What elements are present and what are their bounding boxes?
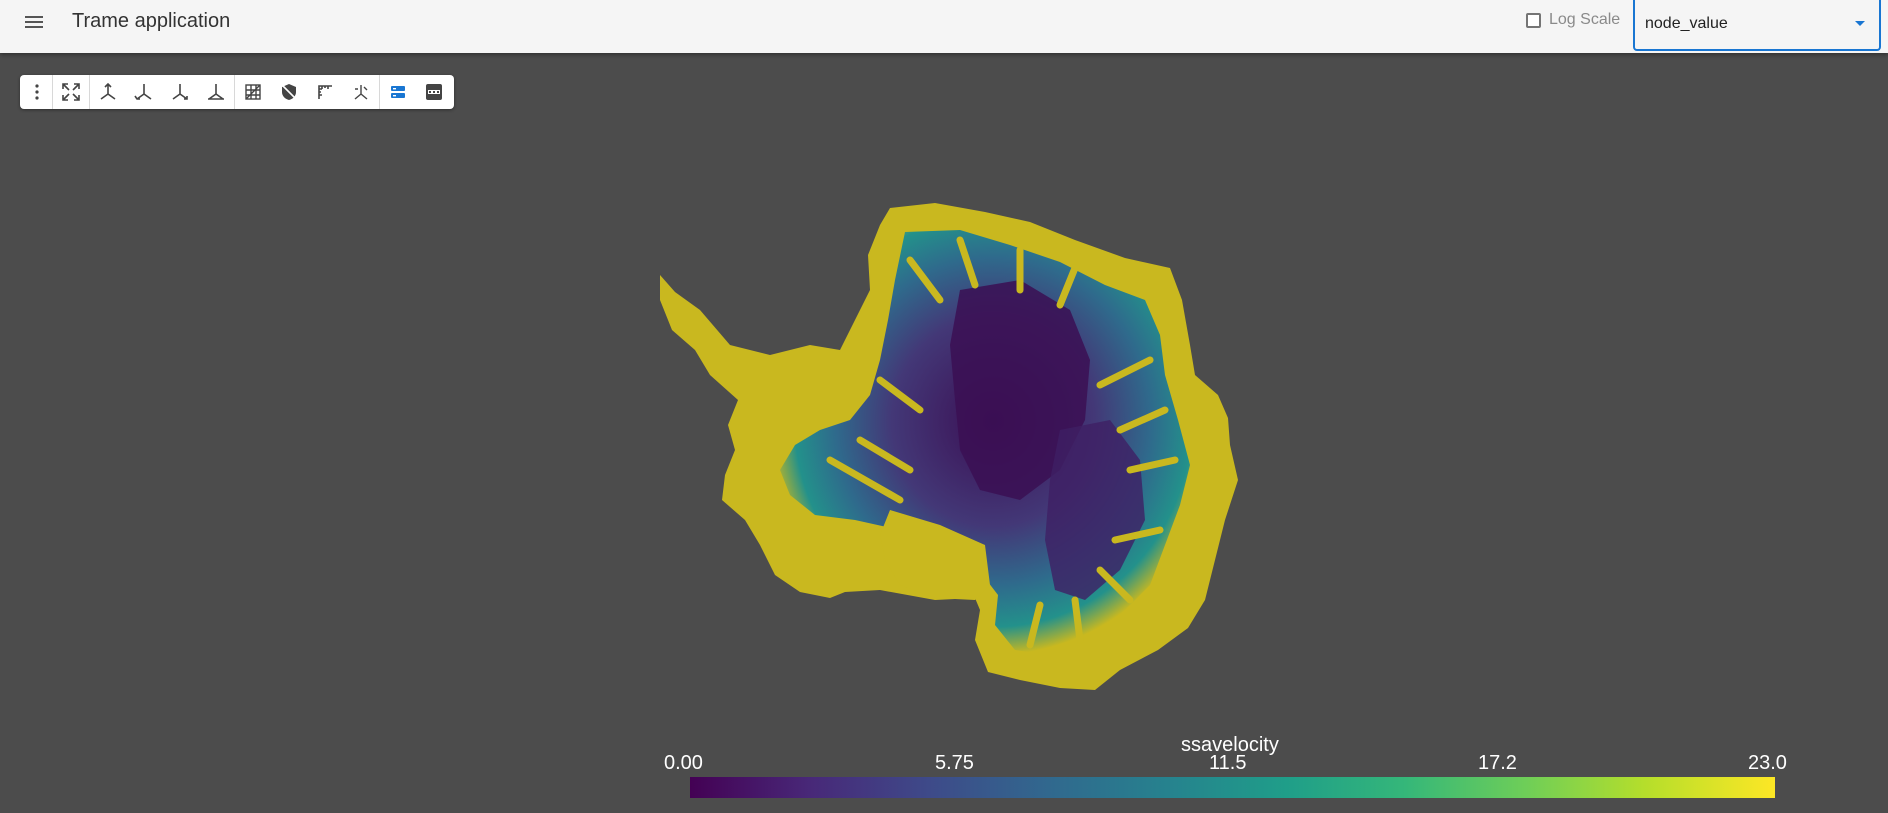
toolbar-separator xyxy=(52,75,53,109)
view-z-button[interactable] xyxy=(162,75,198,109)
colorbar-tick: 11.5 xyxy=(1209,752,1247,774)
dropdown-arrow-icon[interactable] xyxy=(1855,21,1865,26)
toolbar-separator xyxy=(379,75,380,109)
axes-button[interactable] xyxy=(343,75,379,109)
log-scale-checkbox[interactable] xyxy=(1526,12,1541,28)
view-axis-iso-icon xyxy=(208,84,224,100)
view-axis-x-icon xyxy=(100,82,116,100)
screenshot-png-icon xyxy=(426,84,442,100)
ruler-button[interactable] xyxy=(307,75,343,109)
more-options-button[interactable] xyxy=(22,75,52,109)
log-scale-label: Log Scale xyxy=(1549,11,1621,28)
reset-camera-button[interactable] xyxy=(53,75,89,109)
toggle-panel-icon xyxy=(391,86,405,98)
axes-icon xyxy=(354,85,368,100)
colorbar-tick: 0.00 xyxy=(664,752,703,774)
toolbar-separator xyxy=(234,75,235,109)
app-title: Trame application xyxy=(72,10,231,32)
colorbar-gradient xyxy=(690,777,1775,798)
screenshot-button[interactable] xyxy=(416,75,452,109)
west-ice-basin xyxy=(950,280,1090,500)
view-axis-z-icon xyxy=(172,84,188,100)
colorbar-title: ssavelocity xyxy=(1181,734,1279,756)
view-toolbar xyxy=(20,75,454,109)
view-x-button[interactable] xyxy=(90,75,126,109)
glacier-streams xyxy=(826,236,1179,649)
toggle-visibility-button[interactable] xyxy=(271,75,307,109)
reset-camera-icon xyxy=(62,83,80,101)
log-scale-toggle[interactable]: Log Scale xyxy=(1526,11,1620,29)
view-iso-button[interactable] xyxy=(198,75,234,109)
ruler-icon xyxy=(318,85,332,99)
app-bar: Trame application Log Scale node_value xyxy=(0,0,1888,53)
view-axis-y-icon xyxy=(134,84,152,100)
toggle-panel-button[interactable] xyxy=(380,75,416,109)
ross-ice-shelf xyxy=(880,510,990,600)
antarctica-velocity-map xyxy=(660,203,1238,690)
colorbar-tick: 23.0 xyxy=(1748,752,1787,774)
menu-button[interactable] xyxy=(14,8,54,36)
render-viewport[interactable] xyxy=(0,53,1888,813)
east-ice-basin xyxy=(1045,420,1145,600)
toolbar-separator xyxy=(89,75,90,109)
toggle-grid-button[interactable] xyxy=(235,75,271,109)
hamburger-menu-icon xyxy=(25,16,43,28)
grid-icon xyxy=(245,84,261,100)
hide-icon xyxy=(282,84,296,100)
colorbar-tick: 17.2 xyxy=(1478,752,1517,774)
more-options-icon xyxy=(35,84,39,100)
colorbar-tick: 5.75 xyxy=(935,752,974,774)
scalars-select[interactable]: node_value xyxy=(1633,0,1881,51)
view-y-button[interactable] xyxy=(126,75,162,109)
scalars-select-value: node_value xyxy=(1645,15,1728,32)
